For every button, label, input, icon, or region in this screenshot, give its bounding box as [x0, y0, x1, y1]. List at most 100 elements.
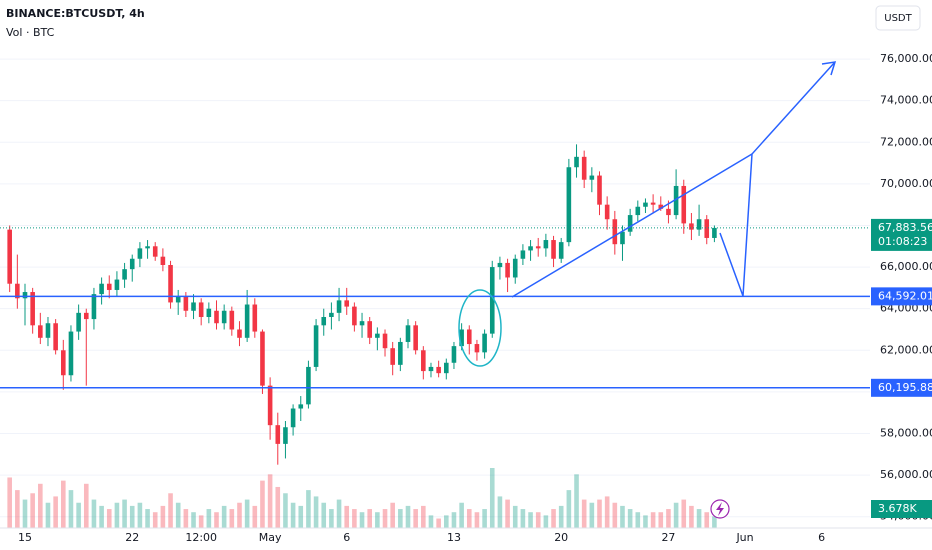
volume-bar	[375, 512, 380, 528]
volume-bar	[566, 490, 572, 528]
x-tick-label: 20	[554, 531, 568, 544]
candle-body	[114, 279, 120, 290]
volume-bar	[574, 474, 579, 528]
candle-body	[574, 156, 579, 168]
level-label: 64,592.01	[878, 289, 932, 302]
volume-bar	[321, 502, 327, 528]
x-tick-label: 12:00	[185, 531, 217, 544]
currency-label[interactable]: USDT	[884, 13, 912, 24]
candle-body	[421, 350, 426, 372]
volume-bar	[7, 477, 12, 528]
volume-bar	[650, 512, 656, 528]
candle-body	[221, 310, 227, 324]
candle-body	[551, 240, 556, 259]
volume-bar	[390, 502, 395, 528]
volume-bar	[673, 502, 679, 528]
candle-body	[252, 304, 258, 332]
volume-bar	[689, 505, 694, 528]
trend-line	[511, 153, 753, 298]
volume-bar	[398, 509, 403, 528]
volume-bar	[489, 468, 495, 528]
candle-body	[643, 202, 648, 207]
x-tick-label: 15	[18, 531, 32, 544]
volume-bar	[474, 512, 480, 528]
candle-body	[183, 296, 189, 311]
volume-bar	[597, 499, 602, 528]
candle-body	[367, 321, 372, 338]
volume-bar	[681, 499, 687, 528]
levels	[0, 227, 870, 389]
volume-bar	[466, 509, 472, 528]
volume-bar	[336, 499, 342, 528]
x-tick-label: 27	[661, 531, 675, 544]
x-tick-label: 13	[447, 531, 461, 544]
volume-bar	[666, 509, 671, 528]
volume-bar	[543, 515, 549, 528]
y-tick-label: 56,000.00	[880, 468, 932, 481]
candle-body	[535, 246, 541, 249]
last-price-label: 67,883.56	[878, 221, 932, 234]
candle-body	[520, 250, 526, 259]
volume-bar	[359, 512, 365, 528]
volume-bar	[558, 505, 564, 528]
candle-body	[558, 242, 564, 259]
candle-body	[451, 346, 457, 363]
volume-bar	[152, 512, 158, 528]
candle-body	[489, 267, 495, 334]
volume-bar	[451, 512, 457, 528]
bolt-icon	[716, 502, 724, 516]
currency-button[interactable]	[875, 5, 921, 31]
volume-bar	[505, 499, 510, 528]
candle-body	[474, 344, 480, 353]
candle-body	[45, 323, 51, 338]
volume-bar	[76, 502, 81, 528]
volume-bar	[620, 505, 625, 528]
candle-body	[38, 325, 43, 338]
candle-body	[398, 341, 403, 365]
volume-bar	[329, 509, 334, 528]
candle-body	[566, 167, 572, 243]
volume-bar	[206, 509, 212, 528]
volume-bar	[114, 502, 120, 528]
candles	[7, 144, 717, 465]
candle-body	[413, 325, 418, 351]
symbol: BINANCE:BTCUSDT, 4h	[6, 7, 145, 20]
candle-body	[229, 310, 235, 330]
arrow-head	[821, 61, 837, 76]
candle-body	[589, 175, 595, 180]
volume-bar	[175, 502, 181, 528]
volume-bar	[421, 505, 426, 528]
candle-body	[436, 366, 441, 374]
drawings	[458, 61, 837, 367]
candle-body	[198, 302, 204, 318]
y-tick-label: 72,000.00	[880, 135, 932, 148]
candle-body	[83, 312, 89, 320]
volume-indicator-label[interactable]: Vol · BTC	[6, 26, 55, 39]
countdown: 01:08:23	[878, 235, 927, 248]
candle-body	[635, 206, 641, 216]
candle-body	[543, 240, 549, 249]
volume-bar	[229, 509, 235, 528]
candle-body	[267, 385, 273, 426]
candle-body	[7, 229, 12, 284]
candle-body	[321, 317, 327, 326]
candle-body	[206, 308, 212, 318]
candle-body	[306, 366, 311, 405]
volume-bar	[145, 509, 150, 528]
volume-bar	[520, 509, 526, 528]
volume-bar	[106, 509, 112, 528]
candle-body	[666, 208, 671, 216]
volume-bar	[129, 505, 135, 528]
volume-bar	[612, 502, 618, 528]
candle-body	[244, 304, 250, 338]
volume-bar	[252, 505, 258, 528]
volume-bar	[45, 502, 51, 528]
candle-body	[405, 325, 411, 342]
volume-bar	[512, 505, 518, 528]
candle-body	[61, 350, 66, 376]
x-tick-label: 6	[818, 531, 825, 544]
candle-body	[129, 258, 135, 270]
candle-body	[627, 215, 633, 232]
candle-body	[336, 300, 342, 313]
candle-body	[528, 246, 533, 251]
